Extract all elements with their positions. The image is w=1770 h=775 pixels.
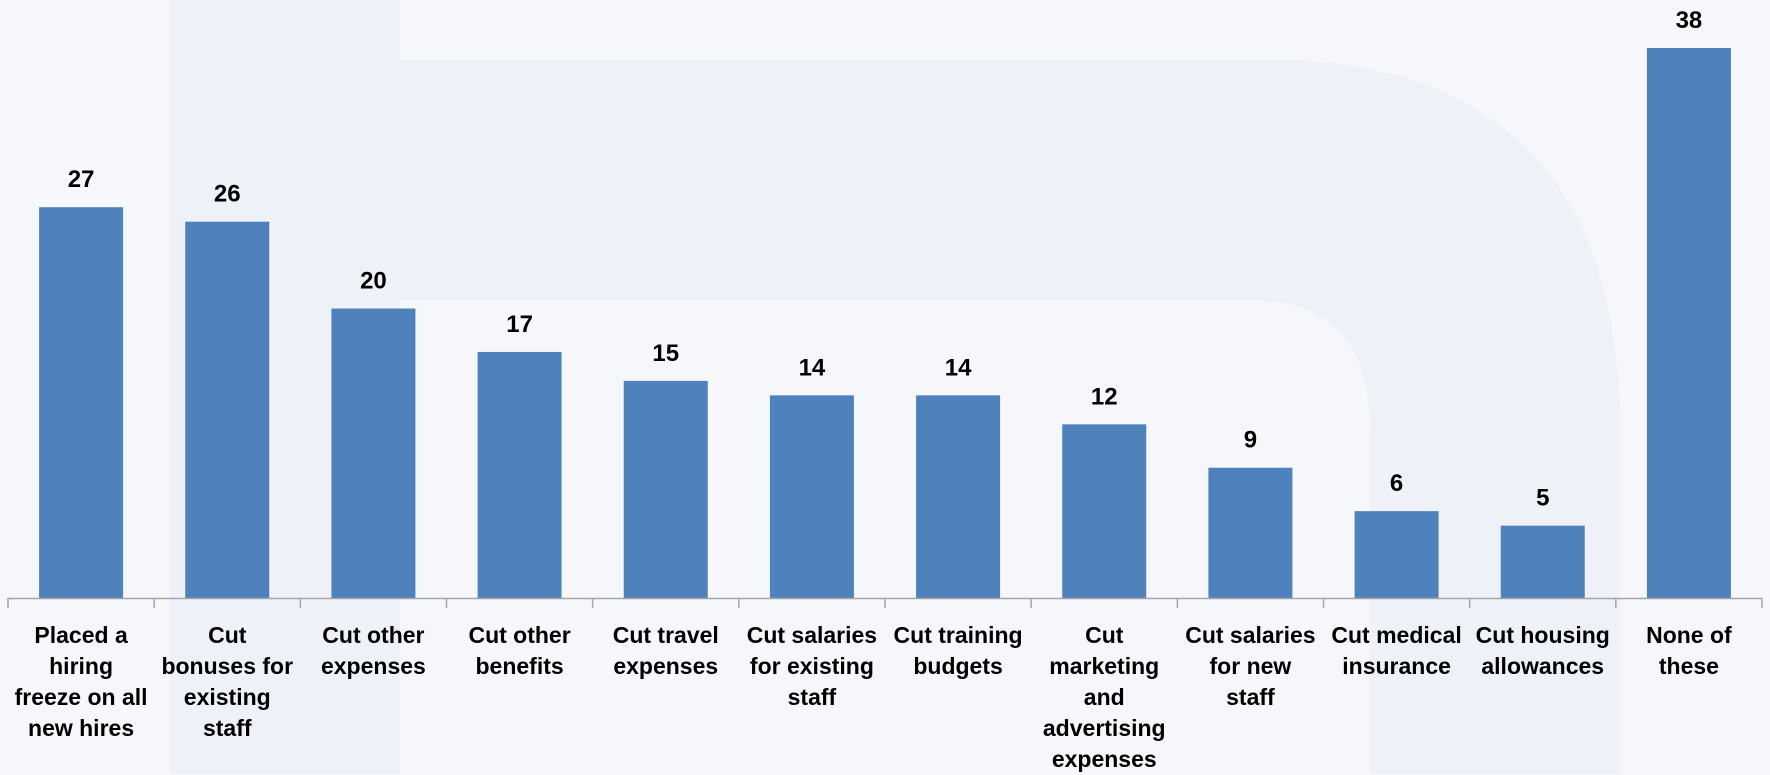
category-label-line: Cut housing — [1475, 622, 1610, 648]
value-label-3: 17 — [506, 311, 533, 338]
category-label-line: Cut other — [322, 622, 425, 648]
x-axis — [7, 597, 1763, 608]
category-label-line: marketing — [1049, 653, 1160, 679]
category-label-line: hiring — [49, 653, 114, 679]
category-label-11: None of these — [1616, 620, 1762, 682]
bar-9 — [1354, 511, 1439, 598]
value-label-8: 9 — [1244, 427, 1257, 454]
bar-6 — [916, 395, 1001, 598]
category-label-line: for existing — [749, 653, 874, 679]
category-label-2: Cut other expenses — [300, 620, 446, 682]
category-label-line: Cut other — [468, 622, 571, 648]
value-label-0: 27 — [68, 166, 95, 193]
bar-10 — [1500, 525, 1585, 598]
category-label-10: Cut housing allowances — [1470, 620, 1616, 682]
category-label-line: new hires — [28, 715, 135, 741]
category-label-4: Cut travel expenses — [593, 620, 739, 682]
category-label-line: benefits — [475, 653, 564, 679]
category-label-line: budgets — [913, 653, 1003, 679]
category-label-line: Cut salaries — [1185, 622, 1316, 648]
category-label-6: Cut training budgets — [885, 620, 1031, 682]
value-label-7: 12 — [1091, 383, 1118, 410]
bar-8 — [1208, 467, 1293, 598]
category-label-line: freeze on all — [14, 684, 148, 710]
category-label-line: staff — [1226, 684, 1275, 710]
bars-group — [39, 48, 1731, 599]
category-label-0: Placed a hiring freeze on all new hires — [8, 620, 154, 744]
value-label-5: 14 — [799, 354, 826, 381]
category-label-7: Cut marketing and advertising expenses — [1031, 620, 1177, 775]
category-label-line: advertising — [1042, 715, 1166, 741]
value-label-9: 6 — [1390, 470, 1403, 497]
category-label-line: for new — [1209, 653, 1292, 679]
value-label-10: 5 — [1536, 485, 1549, 512]
category-label-line: expenses — [1051, 746, 1157, 772]
category-label-line: Placed a — [34, 622, 128, 648]
bar-0 — [39, 207, 124, 599]
category-label-line: Cut training — [893, 622, 1023, 648]
bar-3 — [477, 351, 562, 598]
category-label-line: and — [1083, 684, 1125, 710]
category-label-line: staff — [202, 715, 252, 741]
category-label-line: these — [1658, 653, 1719, 679]
category-label-line: Cut — [1085, 622, 1124, 648]
category-label-3: Cut other benefits — [447, 620, 593, 682]
category-label-line: insurance — [1342, 653, 1451, 679]
category-label-5: Cut salaries for existing staff — [739, 620, 885, 713]
category-label-line: Cut salaries — [746, 622, 878, 648]
bar-5 — [769, 395, 854, 598]
bar-7 — [1062, 424, 1147, 598]
value-labels-group: 27 26 20 17 15 14 14 12 9 6 5 38 — [68, 7, 1703, 512]
category-label-line: allowances — [1481, 653, 1605, 679]
category-label-line: expenses — [320, 653, 426, 679]
category-label-9: Cut medical insurance — [1324, 620, 1470, 682]
category-label-line: bonuses for — [161, 653, 294, 679]
category-label-line: None of — [1646, 622, 1732, 648]
value-label-11: 38 — [1676, 7, 1703, 34]
value-label-4: 15 — [652, 340, 679, 367]
category-label-1: Cut bonuses for existing staff — [154, 620, 300, 744]
bar-1 — [185, 221, 270, 598]
category-label-8: Cut salaries for new staff — [1177, 620, 1323, 713]
bar-2 — [331, 308, 416, 598]
value-label-2: 20 — [360, 268, 387, 295]
category-label-line: expenses — [613, 653, 719, 679]
category-label-line: Cut — [208, 622, 247, 648]
bar-4 — [623, 380, 708, 598]
value-label-6: 14 — [945, 354, 972, 381]
category-label-line: existing — [183, 684, 271, 710]
value-label-1: 26 — [214, 181, 241, 208]
category-label-line: Cut travel — [612, 622, 719, 648]
bar-11 — [1646, 48, 1731, 598]
category-label-line: Cut medical — [1331, 622, 1462, 648]
category-label-line: staff — [787, 684, 837, 710]
